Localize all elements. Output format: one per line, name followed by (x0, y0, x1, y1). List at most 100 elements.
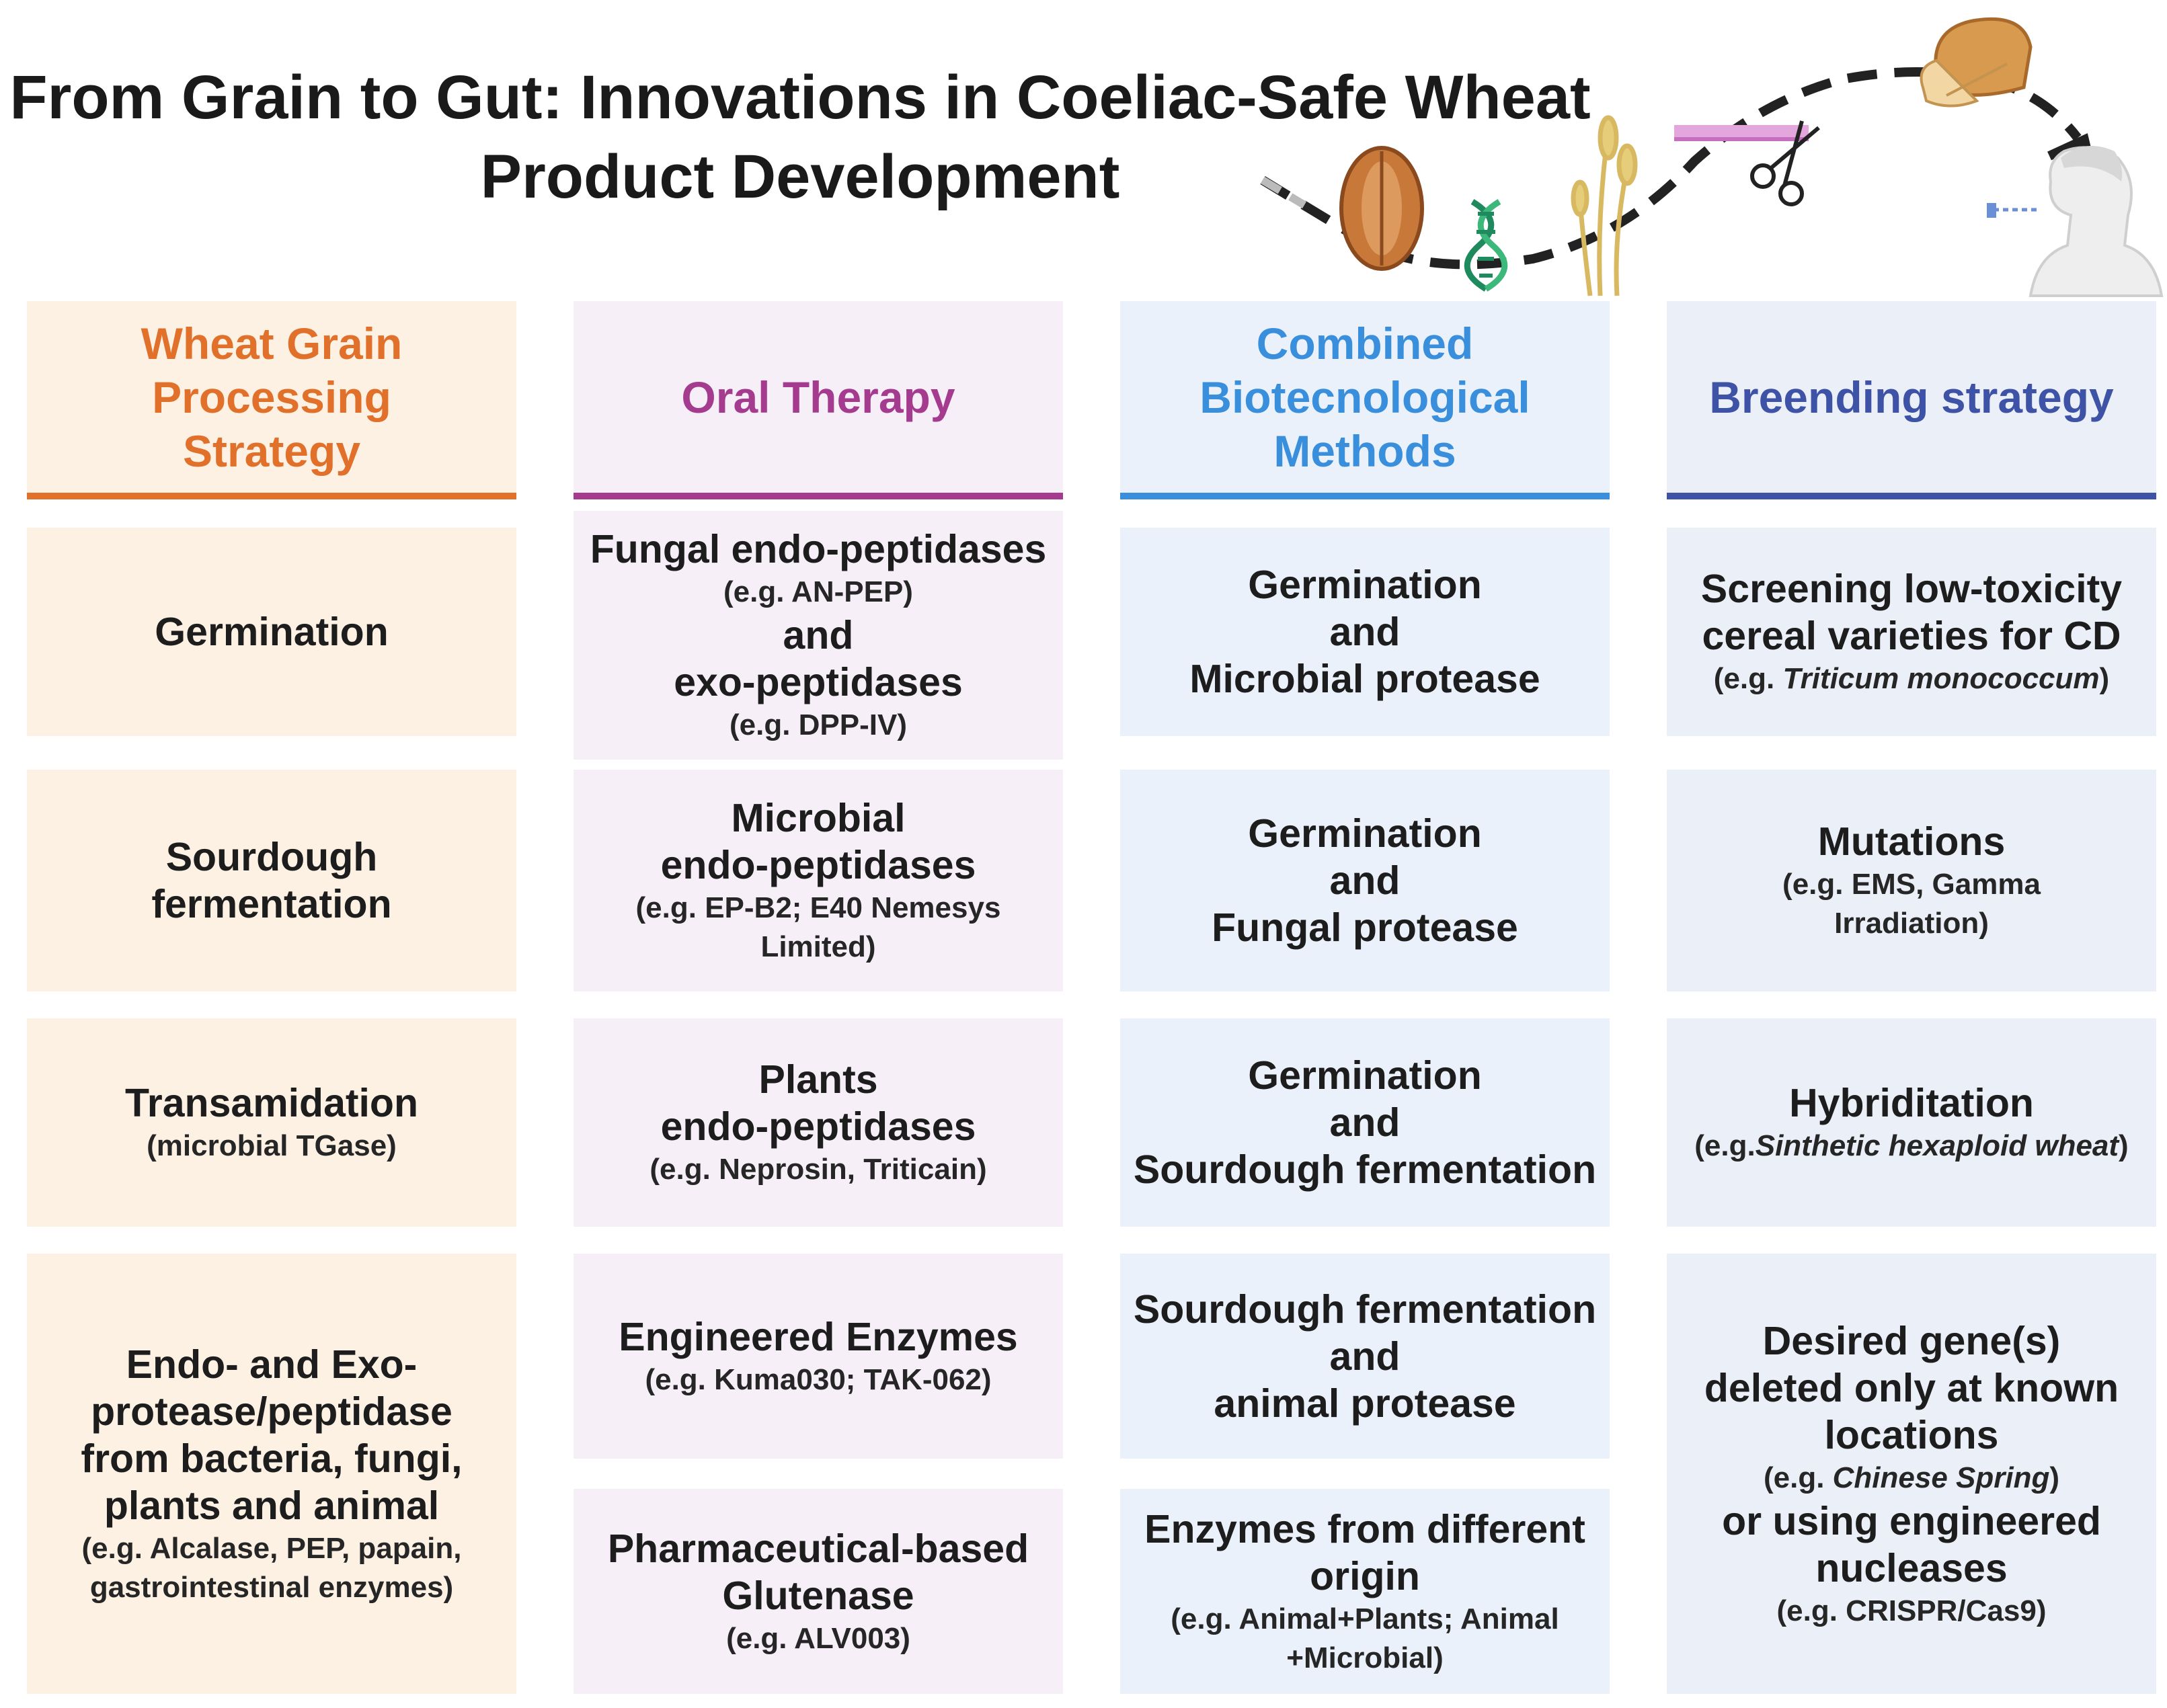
cell-sourdough-animal: Sourdough fermentation and animal protease (1120, 1254, 1610, 1459)
header-line: Wheat Grain (141, 318, 403, 368)
cell-sub: (e.g. EMS, Gamma (1782, 868, 2041, 901)
cell-pharmaceutical-glutenase: Pharmaceutical-based Glutenase (e.g. ALV00… (574, 1489, 1063, 1694)
cell-sub-suffix: ) (2119, 1129, 2129, 1162)
cell-sub: (microbial TGase) (147, 1129, 397, 1162)
cell-transamidation: Transamidation (microbial TGase) (27, 1018, 516, 1227)
cell-germination: Germination (27, 528, 516, 736)
header-breeding-strategy: Breending strategy (1667, 301, 2156, 499)
cell-sub: +Microbial) (1286, 1641, 1444, 1674)
cell-microbial-endo-peptidases: Microbial endo-peptidases (e.g. EP-B2; E40… (574, 770, 1063, 991)
cell-main: Transamidation (124, 1081, 419, 1125)
cell-main: Germination (1248, 1053, 1482, 1098)
cell-sub: (e.g. Neprosin, Triticain) (649, 1153, 987, 1186)
cell-main: Sourdough fermentation (1133, 1147, 1597, 1192)
cell-main: and (1329, 1100, 1401, 1145)
header-combined-biotechnological: Combined Biotecnological Methods (1120, 301, 1610, 499)
header-line: Oral Therapy (681, 372, 955, 422)
cell-gene-deletion: Desired gene(s) deleted only at known loca… (1667, 1254, 2156, 1694)
cell-main: endo-peptidases (660, 843, 976, 887)
cell-main: Germination (1248, 563, 1482, 607)
cell-main: origin (1310, 1553, 1420, 1598)
cell-main: deleted only at known (1704, 1365, 2119, 1410)
cell-main: fermentation (151, 882, 392, 926)
cell-main: Glutenase (722, 1573, 914, 1618)
cell-enzymes-different-origin: Enzymes from different origin (e.g. Animal… (1120, 1489, 1610, 1694)
cell-main: protease/peptidase (91, 1389, 452, 1434)
header-oral-therapy: Oral Therapy (574, 301, 1063, 499)
cell-main: Engineered Enzymes (619, 1314, 1018, 1359)
cell-main: Plants (758, 1057, 878, 1102)
cell-fungal-peptidases: Fungal endo-peptidases (e.g. AN-PEP) and ex… (574, 511, 1063, 760)
cell-plants-endo-peptidases: Plants endo-peptidases (e.g. Neprosin, Tri… (574, 1018, 1063, 1227)
cell-hybridization: Hybriditation (e.g.Sinthetic hexaploid wh… (1667, 1018, 2156, 1227)
cell-sub: (e.g. Alcalase, PEP, papain, (81, 1531, 462, 1565)
dna-icon (1464, 199, 1508, 292)
cell-sub: (e.g. CRISPR/Cas9) (1776, 1594, 2047, 1627)
header-line: Methods (1273, 425, 1456, 476)
cell-main: Screening low-toxicity (1700, 567, 2123, 611)
cell-sub-italic: Triticum monococcum (1782, 662, 2100, 695)
cell-main: Hybriditation (1789, 1081, 2034, 1125)
cell-main: from bacteria, fungi, (81, 1436, 463, 1481)
cell-sub: (e.g. DPP-IV) (729, 708, 908, 741)
cell-main: and (1329, 1334, 1401, 1379)
cell-engineered-enzymes: Engineered Enzymes (e.g. Kuma030; TAK-062… (574, 1254, 1063, 1459)
cell-sub-suffix: ) (2049, 1461, 2060, 1494)
header-line: Strategy (182, 425, 361, 476)
cell-sub-italic: Chinese Spring (1832, 1461, 2050, 1494)
cell-main: and (783, 613, 854, 657)
cell-sub-prefix: (e.g. (1763, 1461, 1833, 1494)
cell-sub-suffix: ) (2099, 662, 2110, 695)
cell-sub-italic: Sinthetic hexaploid wheat (1755, 1129, 2119, 1162)
cell-sub-prefix: (e.g. (1713, 662, 1783, 695)
cell-germination-microbial: Germination and Microbial protease (1120, 528, 1610, 736)
scissors-icon (1674, 120, 1820, 206)
cell-main: Germination (155, 610, 389, 654)
cell-main: Microbial (731, 796, 906, 840)
cell-main: endo-peptidases (660, 1104, 976, 1149)
cell-main: locations (1824, 1412, 1999, 1457)
cell-sub: (e.g. Kuma030; TAK-062) (645, 1363, 992, 1396)
person-eating-icon (1987, 146, 2164, 297)
cell-endo-exo-protease: Endo- and Exo- protease/peptidase from b… (27, 1254, 516, 1694)
cell-sourdough: Sourdough fermentation (27, 770, 516, 991)
cell-sub: Limited) (760, 930, 876, 963)
wheat-plant-icon (1571, 115, 1638, 296)
cell-sub: (e.g. ALV003) (726, 1621, 910, 1655)
cell-main: Fungal endo-peptidases (590, 527, 1047, 571)
cell-sub: Irradiation) (1834, 907, 1989, 940)
cell-sub: (e.g. AN-PEP) (723, 575, 913, 608)
cell-germination-sourdough: Germination and Sourdough fermentation (1120, 1018, 1610, 1227)
header-line: Processing (152, 372, 391, 422)
cell-main: Fungal protease (1212, 905, 1518, 950)
bread-icon (1920, 17, 2033, 108)
title-line-2: Product Development (480, 143, 1120, 211)
cell-main: Pharmaceutical-based (607, 1526, 1029, 1571)
cell-main: or using engineered (1722, 1498, 2101, 1543)
cell-main: exo-peptidases (674, 660, 963, 704)
cell-main: Microbial protease (1189, 657, 1540, 701)
cell-sub-prefix: (e.g. (1694, 1129, 1756, 1162)
page-title: From Grain to Gut: Innovations in Coelia… (7, 58, 1593, 216)
cell-sub: gastrointestinal enzymes) (89, 1570, 454, 1604)
cell-screening-varieties: Screening low-toxicity cereal varieties f… (1667, 528, 2156, 736)
cell-main: animal protease (1214, 1381, 1516, 1426)
title-line-1: From Grain to Gut: Innovations in Coelia… (9, 63, 1591, 132)
cell-main: plants and animal (104, 1483, 440, 1528)
cell-sub: (e.g. Chinese Spring) (1764, 1459, 2059, 1498)
cell-main: nucleases (1815, 1545, 2008, 1590)
cell-germination-fungal: Germination and Fungal protease (1120, 770, 1610, 991)
cell-main: and (1329, 858, 1401, 903)
cell-sub: (e.g. Animal+Plants; Animal (1171, 1602, 1559, 1635)
cell-main: Desired gene(s) (1762, 1318, 2061, 1363)
cell-sub: (e.g. EP-B2; E40 Nemesys (635, 891, 1001, 924)
cell-main: cereal varieties for CD (1702, 614, 2121, 658)
cell-main: Sourdough fermentation (1133, 1287, 1597, 1332)
cell-main: Endo- and Exo- (126, 1342, 418, 1387)
cell-main: Germination (1248, 811, 1482, 856)
cell-main: Mutations (1817, 819, 2006, 864)
header-line: Breending strategy (1709, 372, 2114, 422)
header-wheat-grain-processing: Wheat Grain Processing Strategy (27, 301, 516, 499)
cell-main: and (1329, 610, 1401, 654)
header-line: Combined (1256, 318, 1474, 368)
